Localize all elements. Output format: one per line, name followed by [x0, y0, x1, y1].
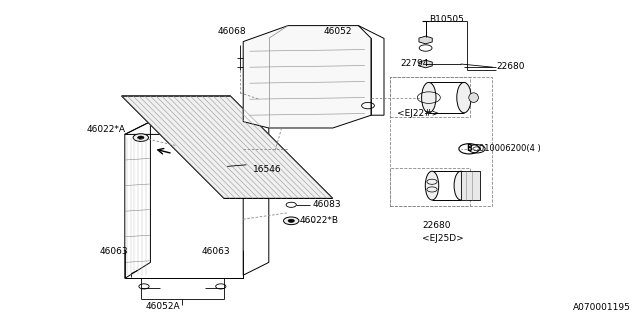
Polygon shape [243, 26, 371, 128]
Ellipse shape [454, 171, 468, 200]
Text: 46063: 46063 [202, 247, 230, 256]
Ellipse shape [425, 171, 439, 200]
Text: 22680: 22680 [496, 62, 525, 71]
Polygon shape [122, 96, 333, 198]
Text: B10505: B10505 [429, 15, 463, 24]
Circle shape [284, 217, 299, 225]
Text: 22680: 22680 [422, 221, 451, 230]
Ellipse shape [422, 83, 436, 113]
Text: A070001195: A070001195 [573, 303, 630, 312]
Text: 46063: 46063 [99, 247, 128, 256]
Text: 16546: 16546 [253, 165, 282, 174]
Circle shape [138, 136, 144, 139]
Text: 010006200(4 ): 010006200(4 ) [479, 144, 540, 153]
Circle shape [288, 219, 294, 222]
Ellipse shape [457, 83, 471, 113]
Ellipse shape [469, 93, 479, 102]
Text: 46083: 46083 [312, 200, 341, 209]
Text: 46052A: 46052A [146, 302, 180, 311]
Text: 22794: 22794 [400, 60, 428, 68]
Text: 46022*B: 46022*B [300, 216, 339, 225]
Text: <EJ22#>: <EJ22#> [397, 109, 439, 118]
Polygon shape [461, 171, 480, 200]
Text: 46022*A: 46022*A [86, 125, 125, 134]
Text: 46068: 46068 [218, 27, 246, 36]
Circle shape [133, 134, 148, 141]
Text: <EJ25D>: <EJ25D> [422, 234, 464, 243]
Text: B: B [467, 144, 472, 153]
Text: 46052: 46052 [323, 27, 352, 36]
